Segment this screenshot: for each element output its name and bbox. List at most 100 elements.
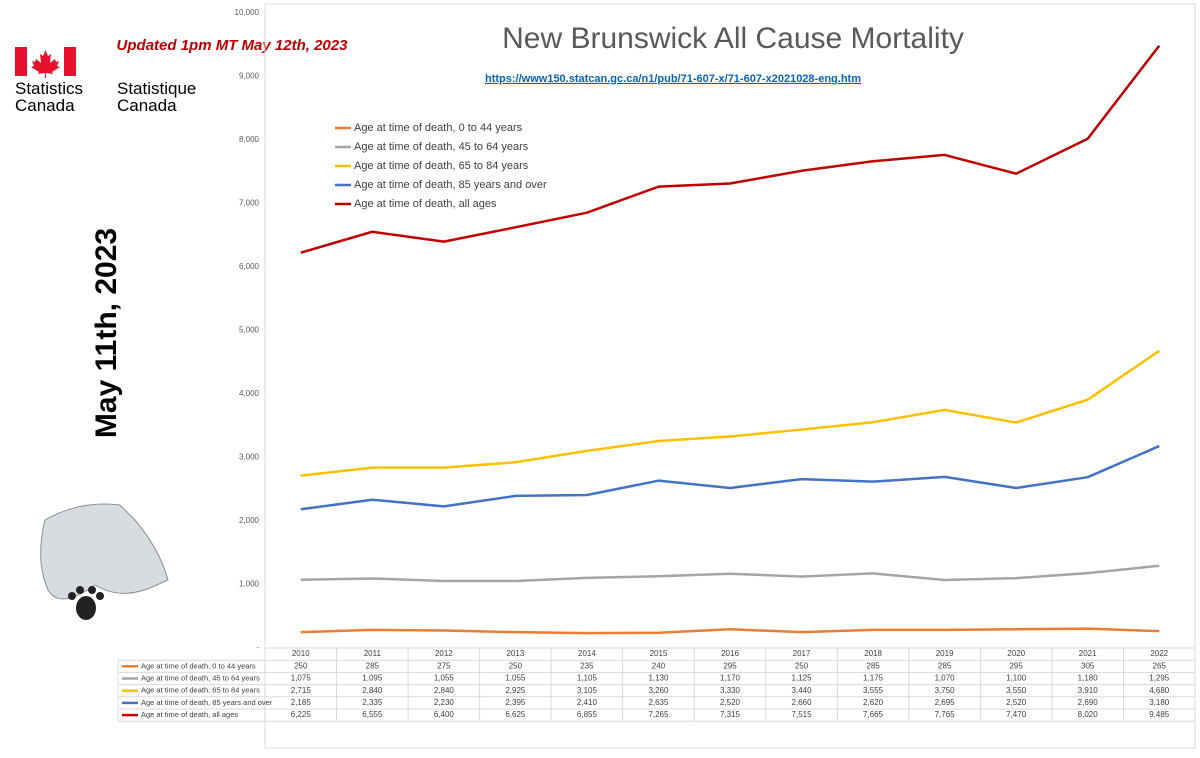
side-date: May 11th, 2023: [90, 228, 123, 438]
y-tick-label: -: [256, 643, 259, 652]
table-cell: 3,555: [863, 686, 884, 695]
table-cell: 7,265: [648, 710, 669, 719]
table-cell: 250: [509, 661, 523, 670]
x-tick-label: 2022: [1150, 649, 1168, 658]
table-cell: 1,055: [434, 674, 455, 683]
table-cell: 2,635: [648, 698, 669, 707]
table-cell: 2,840: [362, 686, 383, 695]
table-cell: 3,105: [577, 686, 598, 695]
table-cell: 7,765: [935, 710, 956, 719]
x-tick-label: 2010: [292, 649, 310, 658]
table-cell: 2,335: [362, 698, 383, 707]
table-cell: 7,515: [792, 710, 813, 719]
table-cell: 2,715: [291, 686, 312, 695]
table-cell: 250: [795, 661, 809, 670]
table-cell: 1,180: [1078, 674, 1099, 683]
series-line: [300, 444, 1160, 511]
table-cell: 6,400: [434, 710, 455, 719]
series-line: [300, 44, 1161, 254]
table-cell: 9,485: [1149, 710, 1170, 719]
table-cell: 1,170: [720, 674, 741, 683]
table-cell: 8,020: [1078, 710, 1099, 719]
table-cell: 3,330: [720, 686, 741, 695]
table-cell: 6,625: [505, 710, 526, 719]
logo-en: Statistics Canada: [15, 79, 83, 115]
table-cell: 265: [1153, 661, 1167, 670]
statcan-logo: [15, 47, 76, 78]
table-cell: 2,690: [1078, 698, 1099, 707]
table-cell: 2,520: [1006, 698, 1027, 707]
table-cell: 250: [294, 661, 308, 670]
table-cell: 1,295: [1149, 674, 1170, 683]
table-cell: 3,910: [1078, 686, 1099, 695]
table-cell: 4,680: [1149, 686, 1170, 695]
table-cell: 7,315: [720, 710, 741, 719]
table-cell: 7,470: [1006, 710, 1027, 719]
table-cell: 2,695: [935, 698, 956, 707]
table-cell: 295: [1009, 661, 1023, 670]
x-tick-label: 2021: [1079, 649, 1097, 658]
paw-toe: [88, 586, 96, 594]
flag-bar: [15, 47, 27, 76]
table-cell: 2,410: [577, 698, 598, 707]
wolf-shape: [40, 503, 169, 600]
x-tick-label: 2019: [936, 649, 954, 658]
legend-label: Age at time of death, 0 to 44 years: [354, 122, 523, 134]
table-cell: 6,225: [291, 710, 312, 719]
maple-leaf: [31, 50, 60, 78]
table-cell: 6,855: [577, 710, 598, 719]
table-cell: 2,185: [291, 698, 312, 707]
table-cell: 2,395: [505, 698, 526, 707]
legend-label: Age at time of death, 45 to 64 years: [354, 141, 529, 153]
table-cell: 2,620: [863, 698, 884, 707]
y-tick-label: 9,000: [239, 72, 260, 81]
legend-label: Age at time of death, all ages: [354, 198, 497, 210]
table-cell: 1,070: [935, 674, 956, 683]
table-cell: 3,750: [935, 686, 956, 695]
table-row-label: Age at time of death, 45 to 64 years: [141, 673, 260, 682]
table-row-label: Age at time of death, 85 years and over: [141, 698, 273, 707]
table-cell: 3,260: [648, 686, 669, 695]
table-cell: 285: [866, 661, 880, 670]
y-tick-label: 5,000: [239, 326, 260, 335]
y-tick-label: 3,000: [239, 453, 260, 462]
table-cell: 1,055: [505, 674, 526, 683]
x-tick-label: 2013: [506, 649, 524, 658]
table-cell: 2,925: [505, 686, 526, 695]
y-tick-label: 6,000: [239, 262, 260, 271]
table-cell: 2,660: [792, 698, 813, 707]
paw-toe: [76, 586, 84, 594]
source-link[interactable]: https://www150.statcan.gc.ca/n1/pub/71-6…: [485, 73, 861, 85]
logo-fr: Statistique Canada: [117, 79, 196, 115]
table-cell: 235: [580, 661, 594, 670]
table-cell: 1,125: [792, 674, 813, 683]
table-cell: 240: [652, 661, 666, 670]
x-tick-label: 2014: [578, 649, 596, 658]
table-cell: 285: [366, 661, 380, 670]
table-cell: 7,665: [863, 710, 884, 719]
x-tick-label: 2015: [650, 649, 668, 658]
y-tick-label: 7,000: [239, 199, 260, 208]
x-tick-label: 2011: [364, 649, 382, 658]
y-tick-label: 2,000: [239, 516, 260, 525]
table-cell: 3,440: [792, 686, 813, 695]
table-cell: 1,175: [863, 674, 884, 683]
table-cell: 1,100: [1006, 674, 1027, 683]
table-cell: 1,075: [291, 674, 312, 683]
updated-note: Updated 1pm MT May 12th, 2023: [117, 37, 349, 54]
table-cell: 275: [437, 661, 451, 670]
y-tick-label: 4,000: [239, 389, 260, 398]
y-tick-label: 1,000: [239, 580, 260, 589]
table-cell: 1,105: [577, 674, 598, 683]
flag-bar: [64, 47, 76, 76]
x-tick-label: 2020: [1007, 649, 1025, 658]
legend-label: Age at time of death, 85 years and over: [354, 179, 547, 191]
chart-frame: [264, 3, 1196, 749]
paw-toe: [96, 592, 104, 600]
series-line: [300, 564, 1160, 583]
table-cell: 1,130: [648, 674, 669, 683]
y-tick-label: 8,000: [239, 135, 260, 144]
paw: [76, 596, 96, 620]
table-cell: 6,555: [362, 710, 383, 719]
